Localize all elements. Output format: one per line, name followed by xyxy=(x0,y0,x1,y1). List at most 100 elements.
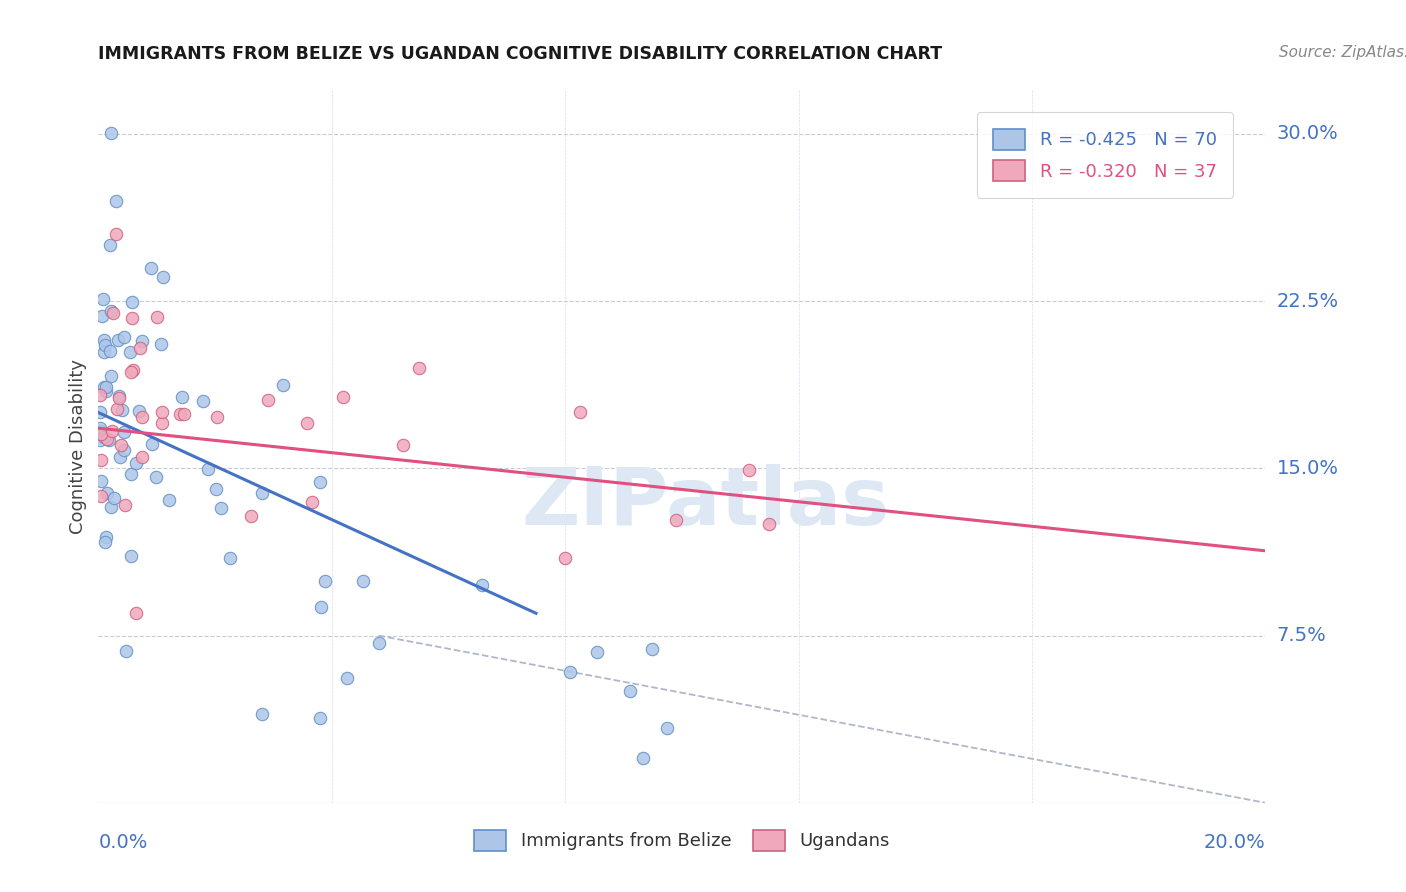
Point xyxy=(93,333,115,347)
Point xyxy=(96,530,118,544)
Point xyxy=(121,310,143,325)
Point xyxy=(94,535,117,549)
Point xyxy=(314,574,336,588)
Point xyxy=(100,126,122,140)
Point xyxy=(641,642,664,657)
Point xyxy=(301,495,323,509)
Point xyxy=(112,330,135,344)
Text: Source: ZipAtlas.com: Source: ZipAtlas.com xyxy=(1279,45,1406,60)
Point xyxy=(94,338,117,352)
Point xyxy=(352,574,374,588)
Point xyxy=(90,427,112,442)
Text: 7.5%: 7.5% xyxy=(1277,626,1326,645)
Point xyxy=(209,501,232,516)
Text: IMMIGRANTS FROM BELIZE VS UGANDAN COGNITIVE DISABILITY CORRELATION CHART: IMMIGRANTS FROM BELIZE VS UGANDAN COGNIT… xyxy=(98,45,942,62)
Point xyxy=(94,384,117,398)
Point xyxy=(309,711,332,725)
Point xyxy=(96,485,118,500)
Point xyxy=(120,467,142,482)
Text: 30.0%: 30.0% xyxy=(1277,124,1339,144)
Point xyxy=(150,416,173,430)
Point xyxy=(191,394,214,409)
Point xyxy=(89,433,111,447)
Point xyxy=(96,432,118,446)
Point xyxy=(271,378,294,392)
Text: 22.5%: 22.5% xyxy=(1277,292,1339,310)
Point xyxy=(131,334,153,348)
Y-axis label: Cognitive Disability: Cognitive Disability xyxy=(69,359,87,533)
Point xyxy=(100,500,122,514)
Point xyxy=(257,393,280,408)
Point xyxy=(146,310,169,324)
Point xyxy=(121,295,143,310)
Point xyxy=(157,493,180,508)
Point xyxy=(115,644,138,658)
Point xyxy=(112,443,135,458)
Point xyxy=(738,463,761,477)
Point xyxy=(120,549,142,564)
Point xyxy=(98,238,121,252)
Point xyxy=(124,606,146,620)
Point xyxy=(131,450,153,464)
Point xyxy=(94,380,117,394)
Point xyxy=(91,309,114,323)
Point xyxy=(367,636,389,650)
Point xyxy=(108,392,131,406)
Point xyxy=(145,470,167,484)
Point xyxy=(93,430,115,444)
Point xyxy=(118,344,141,359)
Point xyxy=(141,437,163,451)
Point xyxy=(101,424,124,438)
Point xyxy=(758,516,780,531)
Point xyxy=(554,551,576,566)
Point xyxy=(103,491,125,506)
Text: 0.0%: 0.0% xyxy=(98,833,148,853)
Point xyxy=(309,475,332,490)
Point xyxy=(665,513,688,527)
Point xyxy=(250,706,273,721)
Point xyxy=(97,433,120,447)
Point xyxy=(89,388,111,402)
Point xyxy=(172,390,194,404)
Point xyxy=(89,424,111,438)
Point xyxy=(100,304,122,318)
Point xyxy=(332,390,354,404)
Point xyxy=(631,751,654,765)
Point xyxy=(101,306,124,320)
Point xyxy=(125,456,148,470)
Point xyxy=(90,452,112,467)
Point xyxy=(131,409,153,424)
Point xyxy=(107,389,129,403)
Point xyxy=(128,404,150,418)
Legend: Immigrants from Belize, Ugandans: Immigrants from Belize, Ugandans xyxy=(467,822,897,858)
Text: 20.0%: 20.0% xyxy=(1204,833,1265,853)
Point xyxy=(108,450,131,464)
Point xyxy=(93,344,115,359)
Point xyxy=(336,671,359,685)
Point xyxy=(169,408,191,422)
Point xyxy=(408,360,430,375)
Point xyxy=(309,600,332,615)
Point xyxy=(655,722,678,736)
Point xyxy=(297,416,319,430)
Point xyxy=(568,405,591,419)
Point xyxy=(239,508,262,523)
Point xyxy=(114,425,136,439)
Point xyxy=(471,578,494,592)
Point xyxy=(110,438,132,452)
Point xyxy=(107,333,129,347)
Point xyxy=(619,683,641,698)
Point xyxy=(205,482,228,496)
Point xyxy=(173,407,195,421)
Point xyxy=(152,269,174,284)
Point xyxy=(586,644,609,658)
Point xyxy=(139,260,162,275)
Point xyxy=(104,227,127,241)
Point xyxy=(104,194,127,208)
Point xyxy=(90,474,112,488)
Point xyxy=(197,462,219,476)
Point xyxy=(89,421,111,435)
Point xyxy=(122,363,145,377)
Text: ZIPatlas: ZIPatlas xyxy=(522,464,890,542)
Point xyxy=(90,489,112,503)
